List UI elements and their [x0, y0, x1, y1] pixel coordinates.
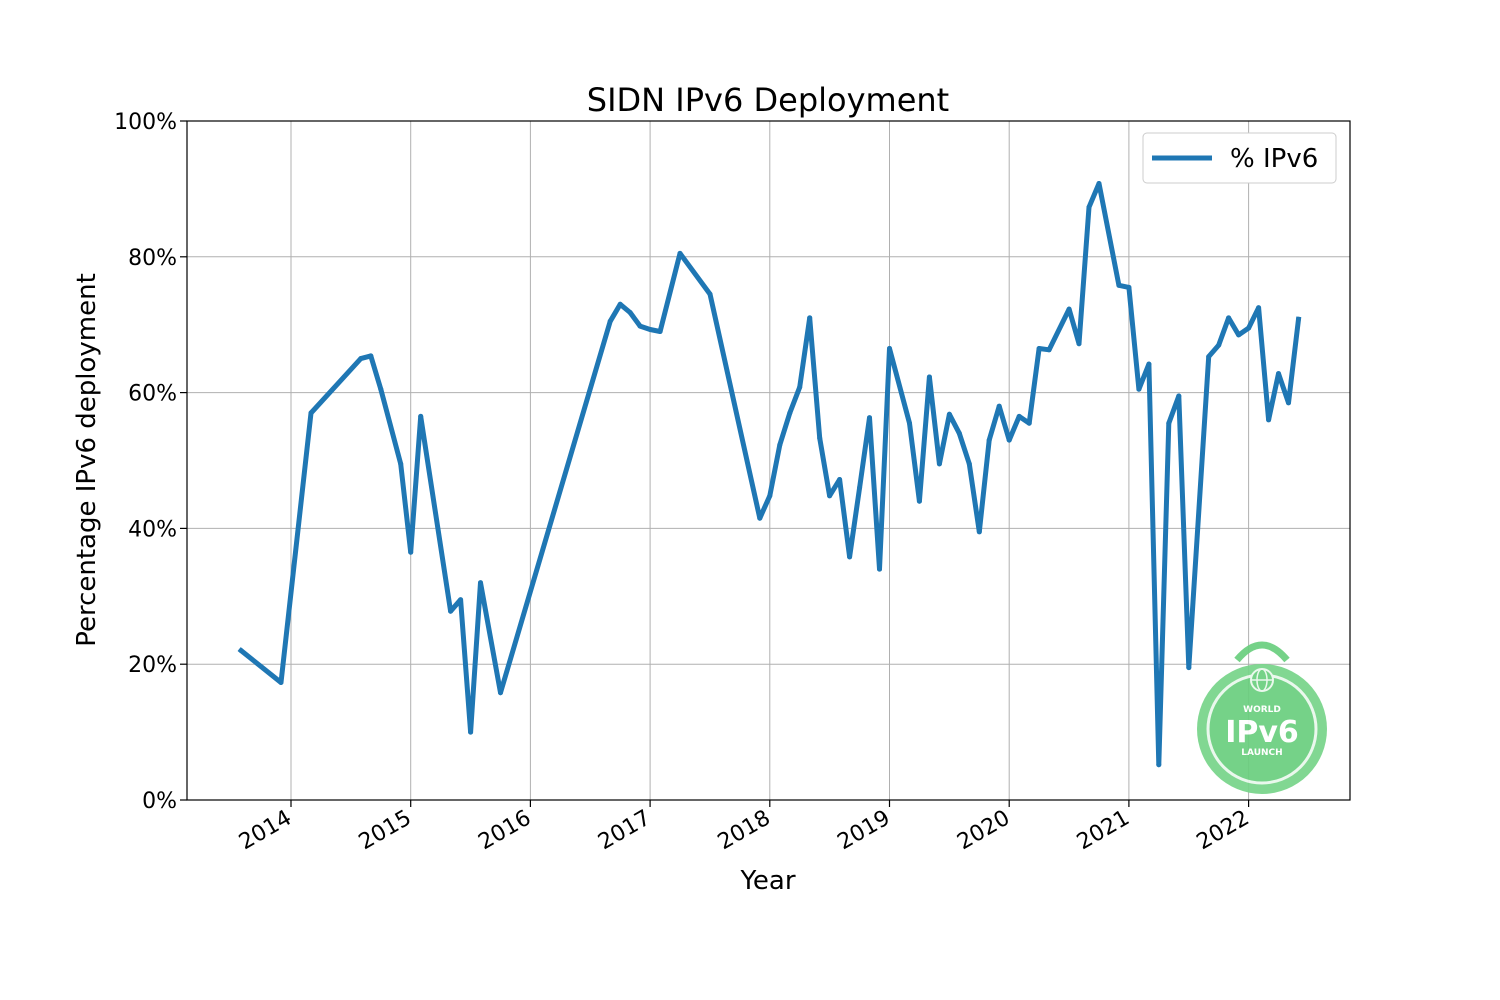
data-point: [767, 493, 773, 499]
data-point: [1006, 437, 1012, 443]
y-tick-label: 40%: [128, 517, 177, 542]
data-point: [707, 291, 713, 297]
legend-box: [1142, 132, 1337, 184]
data-point: [468, 729, 474, 735]
data-point: [637, 323, 643, 329]
y-tick-label: 100%: [114, 110, 177, 135]
x-axis-label: Year: [739, 866, 795, 896]
data-point: [677, 250, 683, 256]
data-point: [1276, 371, 1281, 377]
data-point: [378, 386, 384, 392]
data-point: [1086, 204, 1092, 210]
data-point: [907, 420, 912, 426]
data-point: [1166, 420, 1172, 426]
data-point: [1256, 305, 1262, 311]
data-point: [926, 374, 932, 380]
data-point: [418, 413, 424, 419]
grid: [187, 120, 1350, 801]
data-point: [448, 608, 454, 614]
data-point: [657, 329, 663, 334]
data-point: [1076, 341, 1082, 347]
data-point: [1246, 325, 1252, 331]
data-point: [1296, 316, 1301, 322]
data-point: [847, 554, 853, 560]
series-layer: [237, 181, 1302, 768]
legend: % IPv6: [1142, 132, 1337, 184]
data-point: [986, 437, 992, 443]
data-point: [966, 461, 972, 467]
data-point: [837, 477, 843, 482]
badge-top-text: WORLD: [1243, 705, 1281, 715]
data-point: [1016, 413, 1022, 419]
data-point: [1096, 181, 1102, 186]
data-point: [787, 410, 793, 416]
data-point: [1066, 306, 1072, 312]
data-point: [1136, 386, 1142, 392]
y-axis-label: Percentage IPv6 deployment: [72, 273, 102, 647]
data-point: [1026, 420, 1032, 426]
data-point: [368, 353, 374, 359]
data-point: [976, 529, 982, 535]
data-point: [1156, 762, 1162, 768]
y-tick-label: 0%: [142, 789, 177, 814]
world-ipv6-launch-badge: WORLD IPv6 LAUNCH: [1197, 641, 1327, 794]
data-point: [308, 410, 314, 416]
badge-main-text: IPv6: [1225, 715, 1299, 750]
data-point: [757, 515, 763, 521]
data-point: [1186, 665, 1192, 671]
data-point: [1286, 400, 1291, 406]
data-point: [1116, 282, 1122, 288]
y-tick-label: 20%: [128, 653, 177, 678]
data-point: [1236, 332, 1242, 338]
data-point: [617, 301, 623, 307]
data-point: [398, 461, 404, 467]
data-point: [777, 442, 783, 448]
data-point: [857, 485, 863, 491]
data-point: [877, 566, 882, 572]
data-point: [827, 493, 833, 499]
data-point: [1146, 361, 1152, 367]
data-point: [946, 411, 952, 417]
data-point: [1266, 417, 1272, 423]
data-point: [478, 580, 483, 586]
data-point: [887, 346, 892, 351]
data-point: [238, 648, 244, 654]
data-point: [647, 327, 653, 332]
data-point: [817, 435, 823, 441]
data-point: [797, 384, 803, 390]
badge-bottom-text: LAUNCH: [1241, 748, 1282, 758]
data-point: [936, 461, 942, 467]
data-point: [807, 315, 813, 321]
data-point: [867, 415, 872, 421]
data-point: [1126, 284, 1132, 290]
data-point: [1176, 393, 1182, 399]
data-point: [498, 690, 503, 696]
data-point: [996, 403, 1002, 409]
data-point: [1206, 354, 1212, 360]
data-point: [1036, 346, 1042, 351]
data-point: [1226, 315, 1232, 321]
legend-label: % IPv6: [1230, 144, 1318, 174]
plot-frame: [186, 120, 1351, 801]
y-tick-label: 80%: [128, 246, 177, 271]
data-point: [627, 310, 633, 315]
data-point: [358, 356, 364, 362]
data-point: [458, 597, 464, 603]
chart-title: SIDN IPv6 Deployment: [587, 81, 949, 119]
data-point: [1216, 342, 1222, 348]
data-point: [278, 680, 284, 685]
data-point: [956, 430, 962, 436]
data-point: [408, 549, 414, 555]
data-point: [607, 318, 613, 324]
data-point: [916, 498, 922, 504]
y-tick-label: 60%: [128, 382, 177, 407]
data-point: [1046, 347, 1052, 353]
